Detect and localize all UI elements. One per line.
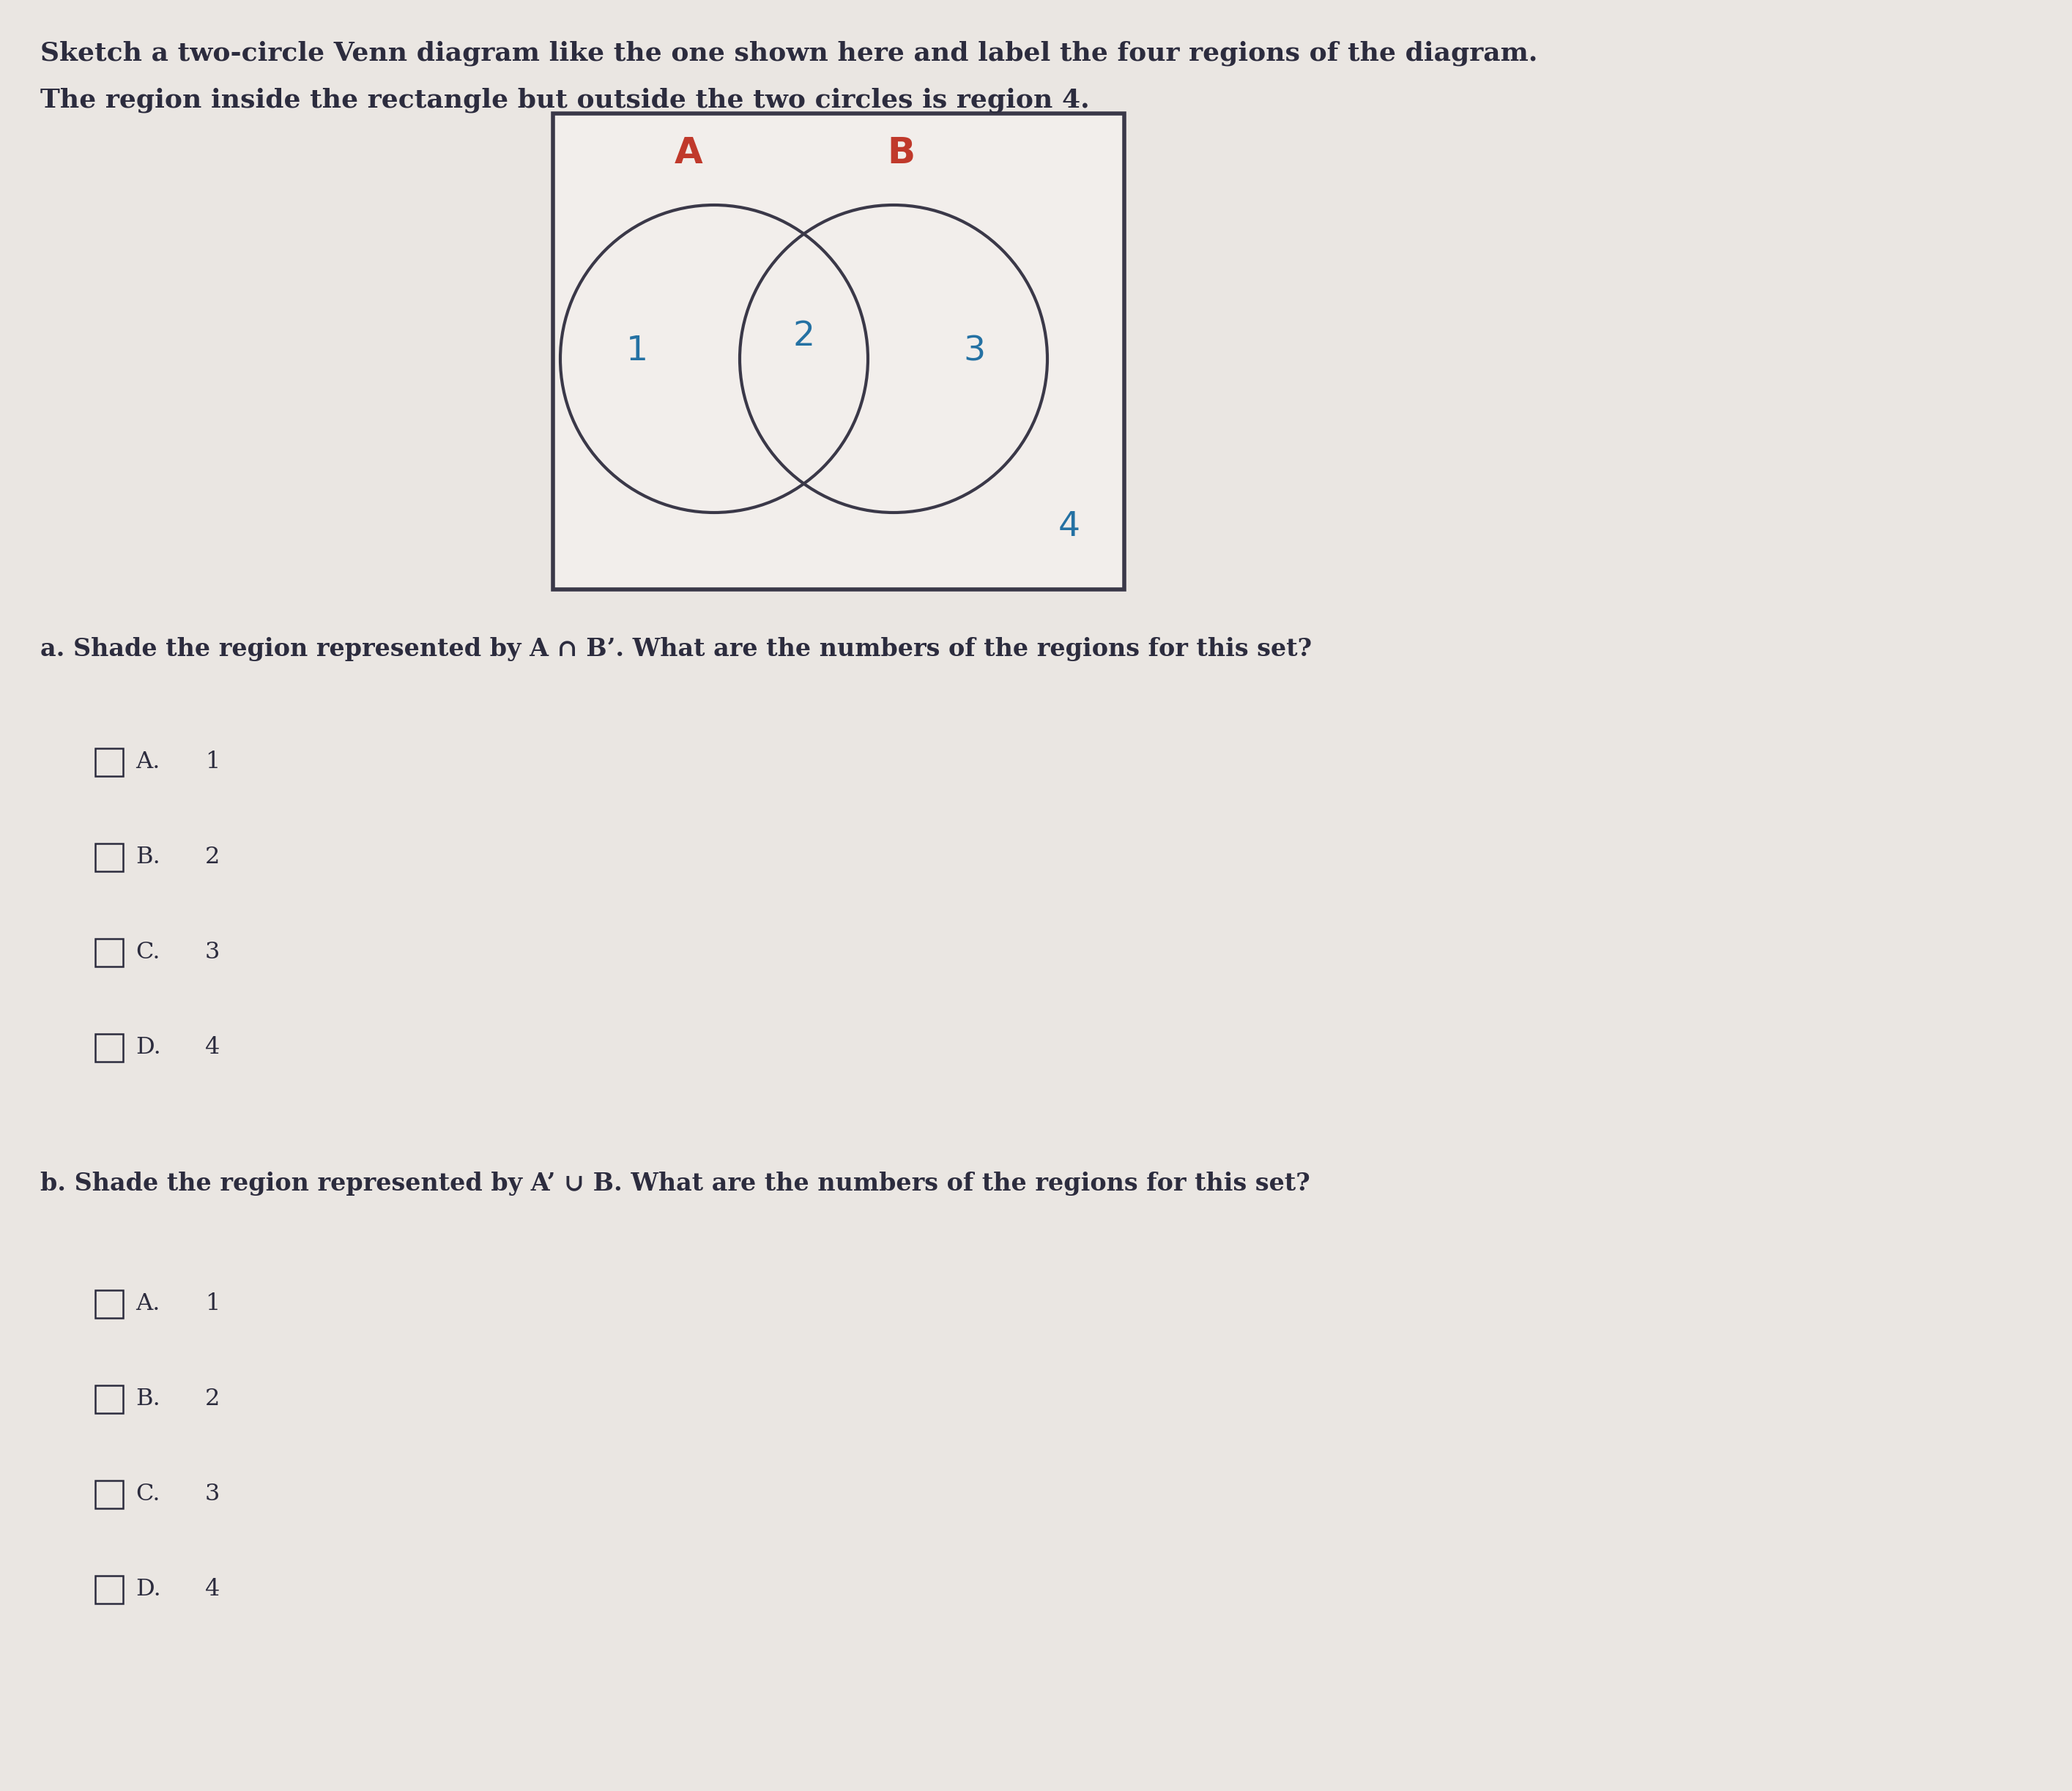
Text: D.: D. (135, 1578, 162, 1601)
Text: b. Shade the region represented by A’ ∪ B. What are the numbers of the regions f: b. Shade the region represented by A’ ∪ … (39, 1171, 1310, 1196)
Text: B.: B. (135, 845, 160, 869)
Text: 4: 4 (205, 1578, 220, 1601)
Text: 4: 4 (205, 1035, 220, 1058)
Text: 2: 2 (205, 1388, 220, 1410)
Text: 1: 1 (205, 750, 220, 774)
Text: The region inside the rectangle but outside the two circles is region 4.: The region inside the rectangle but outs… (39, 88, 1090, 113)
Text: Sketch a two-circle Venn diagram like the one shown here and label the four regi: Sketch a two-circle Venn diagram like th… (39, 39, 1537, 66)
Text: A.: A. (135, 750, 160, 774)
Text: 4: 4 (1059, 510, 1080, 544)
Text: A: A (673, 136, 702, 170)
Text: 2: 2 (205, 845, 220, 869)
Text: 1: 1 (626, 335, 649, 367)
Text: 1: 1 (205, 1293, 220, 1315)
FancyBboxPatch shape (553, 113, 1125, 589)
Text: B.: B. (135, 1388, 160, 1410)
Text: D.: D. (135, 1035, 162, 1058)
Text: 3: 3 (205, 1483, 220, 1506)
Text: 3: 3 (205, 940, 220, 964)
Text: 2: 2 (794, 321, 814, 353)
Text: C.: C. (135, 1483, 160, 1506)
Text: A.: A. (135, 1293, 160, 1315)
Text: a. Shade the region represented by A ∩ B’. What are the numbers of the regions f: a. Shade the region represented by A ∩ B… (39, 638, 1312, 661)
Text: B: B (887, 136, 916, 170)
Text: C.: C. (135, 940, 160, 964)
Text: 3: 3 (963, 335, 984, 367)
